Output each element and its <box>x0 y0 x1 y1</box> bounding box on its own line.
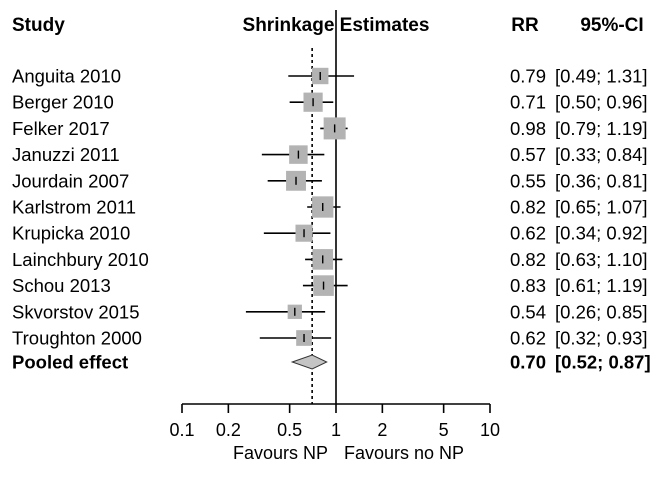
study-label: Lainchbury 2010 <box>12 249 149 270</box>
rr-value: 0.57 <box>510 144 546 165</box>
ci-value: [0.63; 1.10] <box>555 249 648 270</box>
x-tick-label: 2 <box>377 420 387 440</box>
study-label: Skvorstov 2015 <box>12 301 140 322</box>
ci-value: [0.36; 0.81] <box>555 170 648 191</box>
pooled-ci-value: [0.52; 0.87] <box>555 352 651 373</box>
study-label: Jourdain 2007 <box>12 170 129 191</box>
ci-value: [0.61; 1.19] <box>555 275 648 296</box>
rr-value: 0.54 <box>510 301 546 322</box>
x-tick-label: 1 <box>331 420 341 440</box>
study-label: Berger 2010 <box>12 92 114 113</box>
pooled-diamond <box>290 354 328 370</box>
x-tick-label: 0.5 <box>277 420 302 440</box>
ci-value: [0.50; 0.96] <box>555 92 648 113</box>
x-tick-label: 0.1 <box>169 420 194 440</box>
ci-value: [0.32; 0.93] <box>555 328 648 349</box>
ci-value: [0.79; 1.19] <box>555 118 648 139</box>
favours-right-label: Favours no NP <box>344 443 464 463</box>
favours-left-label: Favours NP <box>233 443 328 463</box>
ci-value: [0.26; 0.85] <box>555 301 648 322</box>
ci-value: [0.33; 0.84] <box>555 144 648 165</box>
rr-value: 0.79 <box>510 66 546 87</box>
x-tick-label: 0.2 <box>216 420 241 440</box>
header-rr: RR <box>511 15 539 36</box>
x-tick-label: 10 <box>480 420 500 440</box>
rr-value: 0.82 <box>510 197 546 218</box>
pooled-label: Pooled effect <box>12 352 128 373</box>
rr-value: 0.98 <box>510 118 546 139</box>
header-study: Study <box>12 15 65 36</box>
study-label: Anguita 2010 <box>12 66 121 87</box>
rr-value: 0.83 <box>510 275 546 296</box>
rr-value: 0.62 <box>510 328 546 349</box>
study-label: Schou 2013 <box>12 275 111 296</box>
ci-value: [0.65; 1.07] <box>555 197 648 218</box>
study-label: Felker 2017 <box>12 118 110 139</box>
rr-value: 0.71 <box>510 92 546 113</box>
ci-value: [0.49; 1.31] <box>555 66 648 87</box>
rr-value: 0.62 <box>510 223 546 244</box>
ci-value: [0.34; 0.92] <box>555 223 648 244</box>
rr-value: 0.55 <box>510 170 546 191</box>
study-label: Januzzi 2011 <box>12 144 120 165</box>
plot-area: Anguita 2010 0.79 [0.49; 1.31] Berger 2010 0… <box>12 10 651 463</box>
header-ci: 95%-CI <box>580 15 643 36</box>
study-label: Krupicka 2010 <box>12 223 130 244</box>
rr-value: 0.82 <box>510 249 546 270</box>
study-label: Troughton 2000 <box>12 328 142 349</box>
pooled-rr-value: 0.70 <box>510 352 546 373</box>
x-tick-label: 5 <box>439 420 449 440</box>
study-label: Karlstrom 2011 <box>12 197 136 218</box>
